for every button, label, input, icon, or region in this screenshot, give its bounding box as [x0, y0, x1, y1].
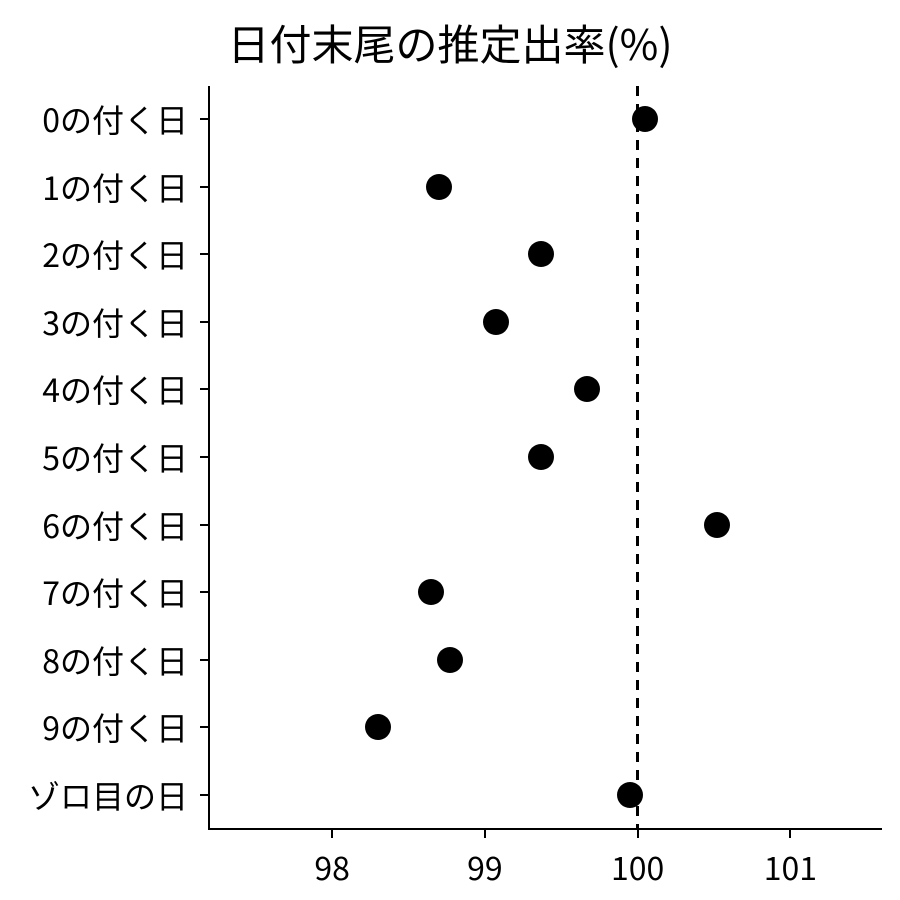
y-tick	[200, 118, 208, 120]
y-tick-label: 3の付く日	[42, 299, 188, 345]
y-tick	[200, 659, 208, 661]
data-point	[426, 174, 452, 200]
y-tick-label: 7の付く日	[42, 569, 188, 615]
y-tick-label: 0の付く日	[42, 96, 188, 142]
x-tick	[331, 830, 333, 838]
y-tick-label: ゾロ目の日	[28, 772, 188, 818]
y-tick	[200, 591, 208, 593]
x-axis-line	[208, 828, 882, 830]
data-point	[365, 714, 391, 740]
y-tick	[200, 388, 208, 390]
data-point	[632, 106, 658, 132]
plot-area: 0の付く日1の付く日2の付く日3の付く日4の付く日5の付く日6の付く日7の付く日…	[210, 86, 882, 828]
y-tick-label: 1の付く日	[42, 164, 188, 210]
x-tick-label: 100	[611, 844, 664, 890]
y-axis-line	[208, 86, 210, 830]
y-tick	[200, 456, 208, 458]
y-tick-label: 6の付く日	[42, 502, 188, 548]
y-tick-label: 2の付く日	[42, 231, 188, 277]
reference-line	[636, 86, 639, 828]
y-tick	[200, 321, 208, 323]
x-tick	[484, 830, 486, 838]
data-point	[704, 512, 730, 538]
y-tick	[200, 253, 208, 255]
y-tick	[200, 186, 208, 188]
data-point	[418, 579, 444, 605]
y-tick	[200, 524, 208, 526]
chart-title: 日付末尾の推定出率(%)	[0, 12, 900, 73]
data-point	[483, 309, 509, 335]
data-point	[528, 444, 554, 470]
data-point	[617, 782, 643, 808]
chart-container: 日付末尾の推定出率(%) 0の付く日1の付く日2の付く日3の付く日4の付く日5の…	[0, 0, 900, 900]
x-tick	[789, 830, 791, 838]
data-point	[437, 647, 463, 673]
x-tick-label: 101	[764, 844, 817, 890]
y-tick	[200, 794, 208, 796]
y-tick-label: 9の付く日	[42, 704, 188, 750]
y-tick-label: 4の付く日	[42, 366, 188, 412]
y-tick-label: 8の付く日	[42, 637, 188, 683]
y-tick-label: 5の付く日	[42, 434, 188, 480]
x-tick	[637, 830, 639, 838]
y-tick	[200, 726, 208, 728]
x-tick-label: 99	[467, 844, 503, 890]
data-point	[528, 241, 554, 267]
data-point	[574, 376, 600, 402]
x-tick-label: 98	[314, 844, 350, 890]
